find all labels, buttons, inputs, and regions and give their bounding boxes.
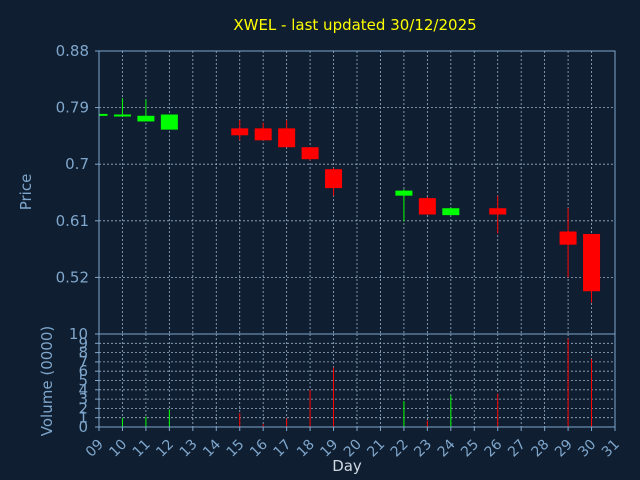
- x-tick-label: 10: [106, 437, 130, 461]
- x-tick-label: 26: [482, 436, 506, 460]
- candle-body: [395, 190, 413, 196]
- x-tick-label: 21: [364, 437, 388, 461]
- volume-y-tick-label: 3: [78, 390, 88, 408]
- x-tick-label: 09: [83, 437, 107, 461]
- candle-body: [583, 234, 601, 292]
- x-tick-label: 27: [505, 437, 529, 461]
- x-tick-label: 22: [388, 437, 412, 461]
- price-y-ticks: 0.88 0.79 0.7 0.61 0.52: [56, 42, 99, 286]
- price-y-tick-label: 0.7: [65, 155, 89, 173]
- candle-down: [418, 196, 436, 215]
- candle-body: [325, 169, 343, 189]
- volume-y-tick-label: 7: [78, 353, 88, 371]
- price-y-tick-label: 0.61: [56, 212, 89, 230]
- volume-axis-label: Volume (0000): [38, 326, 56, 436]
- candle-body: [278, 128, 296, 148]
- price-y-tick-label: 0.79: [56, 99, 89, 117]
- volume-y-tick-label: 9: [78, 334, 88, 352]
- price-grid: [99, 51, 615, 334]
- candle-down: [231, 120, 249, 141]
- x-tick-label: 14: [200, 436, 224, 460]
- x-tick-label: 24: [435, 436, 459, 460]
- candle-down: [489, 195, 507, 234]
- volume-y-tick-label: 1: [78, 409, 88, 427]
- candle-body: [113, 114, 131, 117]
- x-tick-label: 18: [294, 437, 318, 461]
- volume-y-tick-label: 6: [78, 362, 88, 380]
- candle-down: [559, 208, 577, 278]
- volume-y-tick-label: 8: [78, 344, 88, 362]
- volume-bars: [121, 338, 593, 427]
- x-tick-label: 16: [247, 436, 271, 460]
- candle-down: [301, 147, 319, 161]
- candle-body: [137, 115, 155, 122]
- candle-down: [583, 234, 601, 303]
- candle-up: [395, 189, 413, 222]
- candle-body: [489, 208, 507, 215]
- candle-up: [442, 207, 460, 216]
- volume-y-tick-label: 4: [78, 381, 88, 399]
- chart-title: XWEL - last updated 30/12/2025: [233, 16, 476, 34]
- candle-down: [278, 120, 296, 148]
- x-tick-label: 29: [552, 437, 576, 461]
- x-tick-label: 11: [130, 437, 154, 461]
- candle-down: [325, 167, 343, 196]
- x-tick-label: 17: [271, 437, 295, 461]
- x-tick-label: 25: [458, 437, 482, 461]
- candle-body: [231, 128, 249, 136]
- x-tick-label: 15: [224, 437, 248, 461]
- price-axis-label: Price: [17, 174, 35, 211]
- x-tick-label: 23: [411, 437, 435, 461]
- candle-body: [442, 208, 460, 216]
- volume-y-tick-label: 0: [78, 418, 88, 436]
- candle-down: [254, 122, 272, 141]
- volume-y-tick-label: 5: [78, 372, 88, 390]
- candles: [98, 98, 601, 303]
- x-tick-label: 12: [153, 437, 177, 461]
- x-tick-label: 28: [529, 437, 553, 461]
- price-y-tick-label: 0.52: [56, 268, 89, 286]
- candle-up: [137, 99, 155, 122]
- candle-body: [254, 128, 272, 141]
- candle-body: [160, 114, 178, 130]
- volume-grid: [99, 334, 615, 427]
- candle-up: [98, 113, 108, 116]
- x-axis-label: Day: [332, 457, 362, 475]
- candle-body: [99, 113, 108, 116]
- candle-body: [559, 231, 577, 245]
- x-tick-label: 31: [599, 437, 623, 461]
- volume-y-tick-label: 10: [69, 325, 88, 343]
- candle-up: [113, 98, 131, 117]
- x-ticks: 09 10 11 12 13 14 15 16 17 18 19 20 21 22 23 24 25 26 27 28…: [83, 427, 623, 460]
- x-tick-label: 30: [575, 437, 599, 461]
- candle-up: [160, 114, 178, 130]
- price-y-tick-label: 0.88: [56, 42, 89, 60]
- x-tick-label: 13: [177, 437, 201, 461]
- volume-y-tick-label: 2: [78, 399, 88, 417]
- candle-body: [301, 147, 319, 160]
- candle-body: [418, 198, 436, 215]
